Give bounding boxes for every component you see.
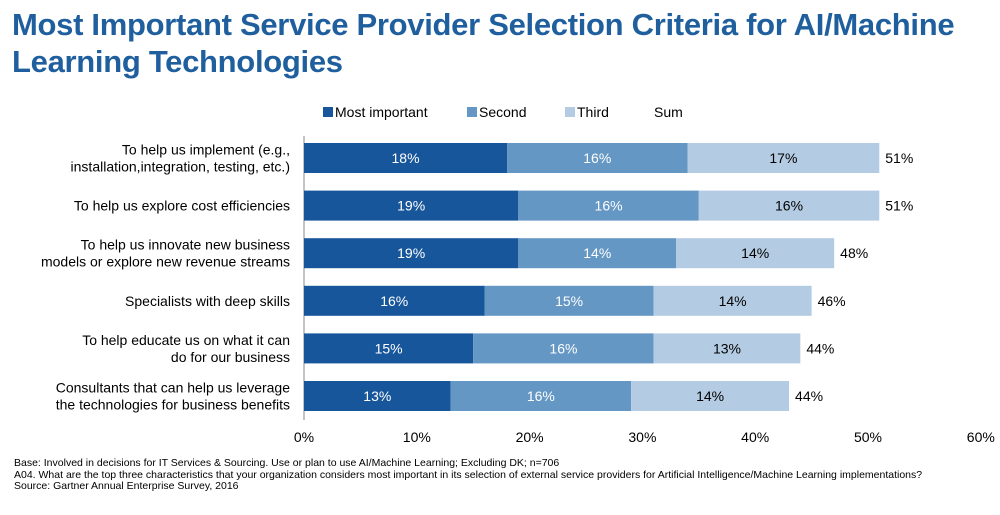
data-label: 14% [583, 245, 611, 261]
legend-label: Most important [335, 104, 428, 120]
data-label: 19% [397, 245, 425, 261]
data-label: 18% [392, 150, 420, 166]
legend-swatch [565, 107, 575, 117]
data-label: 16% [775, 198, 803, 214]
data-label: 16% [583, 150, 611, 166]
data-label: 13% [713, 340, 741, 356]
data-label: 15% [375, 340, 403, 356]
data-label: 16% [595, 198, 623, 214]
bar-segment [304, 143, 508, 173]
sum-label: 51% [885, 198, 913, 214]
category-label: Consultants that can help us leverage [56, 380, 290, 396]
bar-segment [304, 238, 519, 269]
legend-label: Third [577, 104, 609, 120]
legend-label: Second [479, 104, 526, 120]
x-tick-label: 20% [516, 429, 544, 445]
data-label: 16% [549, 340, 577, 356]
x-tick-label: 0% [294, 429, 314, 445]
bar-segment [450, 381, 632, 411]
sum-label: 48% [840, 245, 868, 261]
bar-segment [653, 333, 801, 364]
category-label: Specialists with deep skills [125, 293, 290, 309]
bar-segment [518, 190, 699, 221]
bar-segment [304, 285, 485, 316]
category-label: models or explore new revenue streams [41, 254, 290, 270]
bar-segment [484, 285, 654, 316]
footnote-question: A04. What are the top three characterist… [14, 468, 923, 481]
x-tick-label: 60% [967, 429, 995, 445]
x-tick-label: 40% [741, 429, 769, 445]
category-label: To help us explore cost efficiencies [74, 198, 290, 214]
sum-label: 46% [818, 293, 846, 309]
bar-segment [653, 285, 812, 316]
footnote-base: Base: Involved in decisions for IT Servi… [14, 457, 560, 469]
x-tick-label: 30% [628, 429, 656, 445]
sum-label: 44% [795, 388, 823, 404]
data-label: 19% [397, 198, 425, 214]
data-label: 14% [719, 293, 747, 309]
x-tick-label: 10% [403, 429, 431, 445]
bar-segment [304, 190, 519, 221]
bar-segment [676, 238, 835, 269]
bar-segment [518, 238, 677, 269]
legend-swatch [467, 107, 477, 117]
bar-segment [698, 190, 880, 221]
legend-label: Sum [654, 104, 683, 120]
bar-segment [304, 333, 474, 364]
bar-segment [507, 143, 688, 173]
footnote-source: Source: Gartner Annual Enterprise Survey… [14, 480, 239, 492]
bar-segment [687, 143, 880, 173]
data-label: 15% [555, 293, 583, 309]
category-label: To help educate us on what it can [82, 332, 290, 348]
stacked-bar-chart: 0% 10% 20% 30% 40% 50% 60% Most important Second… [41, 104, 995, 445]
data-label: 16% [527, 388, 555, 404]
bar-segment [631, 381, 790, 411]
data-label: 17% [769, 150, 797, 166]
data-label: 14% [741, 245, 769, 261]
bar-segment [304, 381, 451, 411]
data-label: 16% [380, 293, 408, 309]
data-label: 13% [363, 388, 391, 404]
legend-swatch [323, 107, 333, 117]
category-label: the technologies for business benefits [56, 397, 290, 413]
sum-label: 51% [885, 150, 913, 166]
bar-segment [473, 333, 654, 364]
category-label: To help us implement (e.g., [122, 142, 290, 158]
x-tick-label: 50% [854, 429, 882, 445]
category-label: installation,integration, testing, etc.) [71, 159, 290, 175]
chart-title: Most Important Service Provider Selectio… [12, 7, 955, 79]
footnotes: Base: Involved in decisions for IT Servi… [14, 457, 989, 493]
data-label: 14% [696, 388, 724, 404]
category-label: To help us innovate new business [81, 237, 290, 253]
category-label: do for our business [171, 349, 290, 365]
sum-label: 44% [806, 340, 834, 356]
